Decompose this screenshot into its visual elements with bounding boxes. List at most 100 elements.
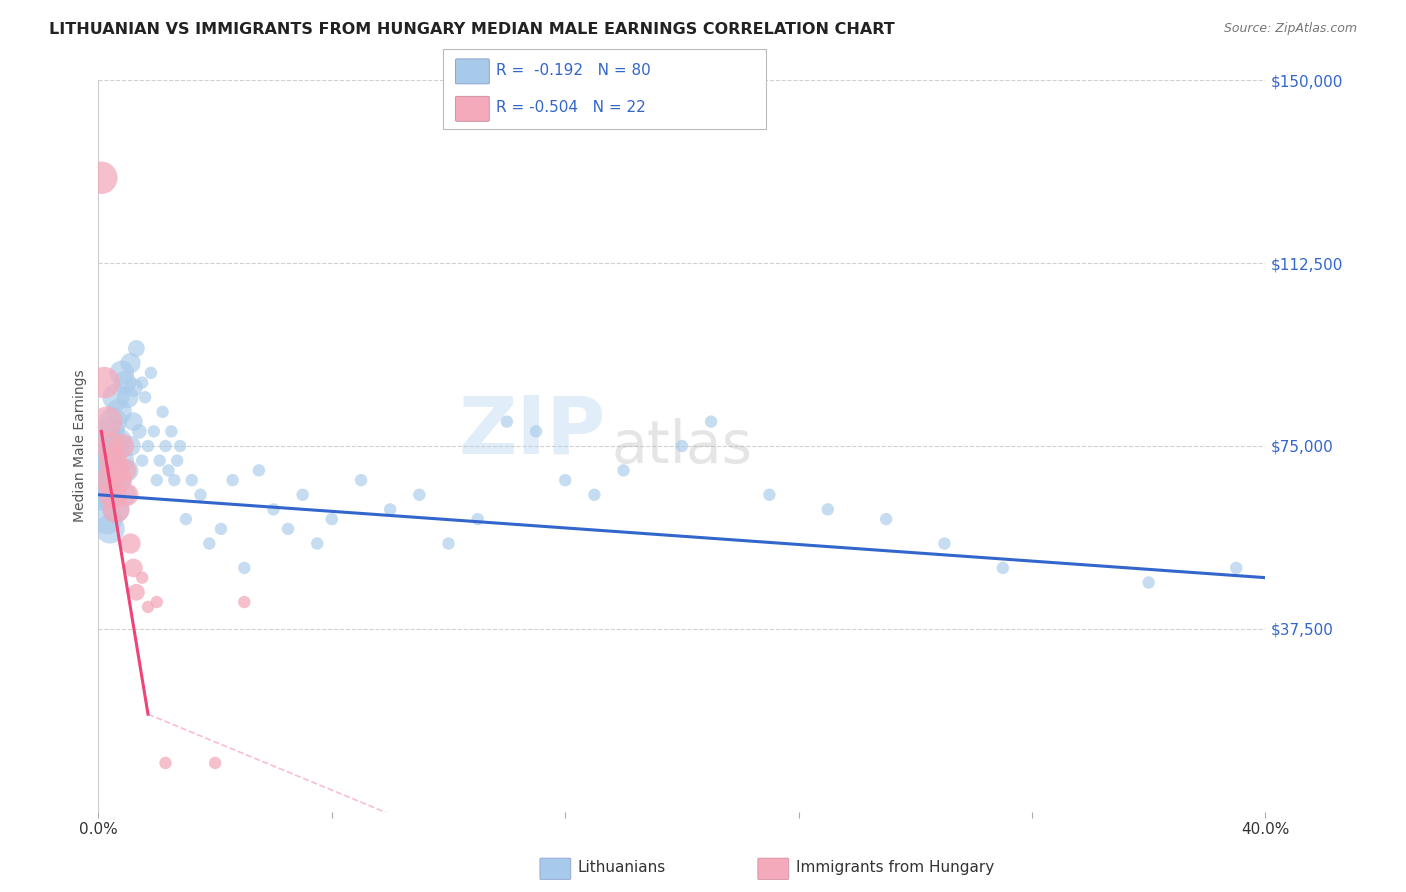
Point <box>149 453 172 467</box>
Point <box>437 536 460 550</box>
Text: LITHUANIAN VS IMMIGRANTS FROM HUNGARY MEDIAN MALE EARNINGS CORRELATION CHART: LITHUANIAN VS IMMIGRANTS FROM HUNGARY ME… <box>49 22 896 37</box>
Point <box>174 512 197 526</box>
Point <box>98 488 121 502</box>
Point <box>108 434 131 449</box>
Point <box>104 390 127 404</box>
Point <box>114 463 136 477</box>
Point <box>108 405 131 419</box>
Point <box>125 585 148 599</box>
Point <box>180 473 202 487</box>
Point <box>98 425 121 439</box>
Point <box>125 342 148 356</box>
Point <box>583 488 606 502</box>
Point <box>136 599 159 614</box>
Point <box>134 390 156 404</box>
Point <box>128 425 150 439</box>
Point <box>104 463 127 477</box>
Text: Source: ZipAtlas.com: Source: ZipAtlas.com <box>1223 22 1357 36</box>
Text: atlas: atlas <box>612 417 752 475</box>
Point <box>155 439 177 453</box>
Point <box>104 502 127 516</box>
Point <box>198 536 221 550</box>
Point <box>90 170 112 185</box>
Point <box>139 366 162 380</box>
Point <box>117 463 139 477</box>
Point <box>157 463 180 477</box>
Point <box>163 473 186 487</box>
Point <box>122 561 145 575</box>
Text: R =  -0.192   N = 80: R = -0.192 N = 80 <box>496 63 651 78</box>
Point <box>120 356 142 370</box>
Point <box>190 488 212 502</box>
Point <box>155 756 177 770</box>
Point <box>111 366 134 380</box>
Point <box>204 756 226 770</box>
Point <box>554 473 576 487</box>
Point <box>262 502 284 516</box>
Point <box>496 415 519 429</box>
Point <box>96 415 118 429</box>
Point <box>142 425 165 439</box>
Point <box>96 439 118 453</box>
Point <box>991 561 1014 575</box>
Point <box>90 488 112 502</box>
Point <box>875 512 897 526</box>
Point <box>233 561 256 575</box>
Point <box>101 473 124 487</box>
Point <box>524 425 547 439</box>
Point <box>117 390 139 404</box>
Point <box>96 512 118 526</box>
Point <box>120 439 142 453</box>
Point <box>934 536 956 550</box>
Point <box>758 488 780 502</box>
Point <box>114 376 136 390</box>
Point <box>98 439 121 453</box>
Point <box>117 488 139 502</box>
Point <box>104 439 127 453</box>
Point <box>131 571 153 585</box>
Point <box>136 439 159 453</box>
Point <box>98 453 121 467</box>
Point <box>111 439 134 453</box>
Point <box>247 463 270 477</box>
Point <box>93 453 115 467</box>
Point <box>96 488 118 502</box>
Point <box>98 522 121 536</box>
Point <box>277 522 299 536</box>
Point <box>93 376 115 390</box>
Point <box>152 405 174 419</box>
Point <box>671 439 693 453</box>
Point <box>160 425 183 439</box>
Point <box>120 536 142 550</box>
Point <box>101 415 124 429</box>
Point <box>111 453 134 467</box>
Text: R = -0.504   N = 22: R = -0.504 N = 22 <box>496 101 647 115</box>
Point <box>307 536 329 550</box>
Point <box>380 502 402 516</box>
Text: ZIP: ZIP <box>458 392 606 470</box>
Point <box>817 502 839 516</box>
Point <box>146 473 169 487</box>
Y-axis label: Median Male Earnings: Median Male Earnings <box>73 369 87 523</box>
Point <box>209 522 232 536</box>
Point <box>166 453 188 467</box>
Point <box>350 473 373 487</box>
Point <box>101 453 124 467</box>
Point <box>114 488 136 502</box>
Point <box>700 415 723 429</box>
Point <box>93 473 115 487</box>
Point <box>408 488 430 502</box>
Point <box>104 463 127 477</box>
Point <box>98 473 121 487</box>
Point <box>233 595 256 609</box>
Point <box>169 439 191 453</box>
Text: Immigrants from Hungary: Immigrants from Hungary <box>796 860 994 874</box>
Text: Lithuanians: Lithuanians <box>578 860 666 874</box>
Point <box>291 488 314 502</box>
Point <box>131 376 153 390</box>
Point <box>1137 575 1160 590</box>
Point <box>108 473 131 487</box>
Point <box>131 453 153 467</box>
Point <box>96 463 118 477</box>
Point <box>122 380 145 394</box>
